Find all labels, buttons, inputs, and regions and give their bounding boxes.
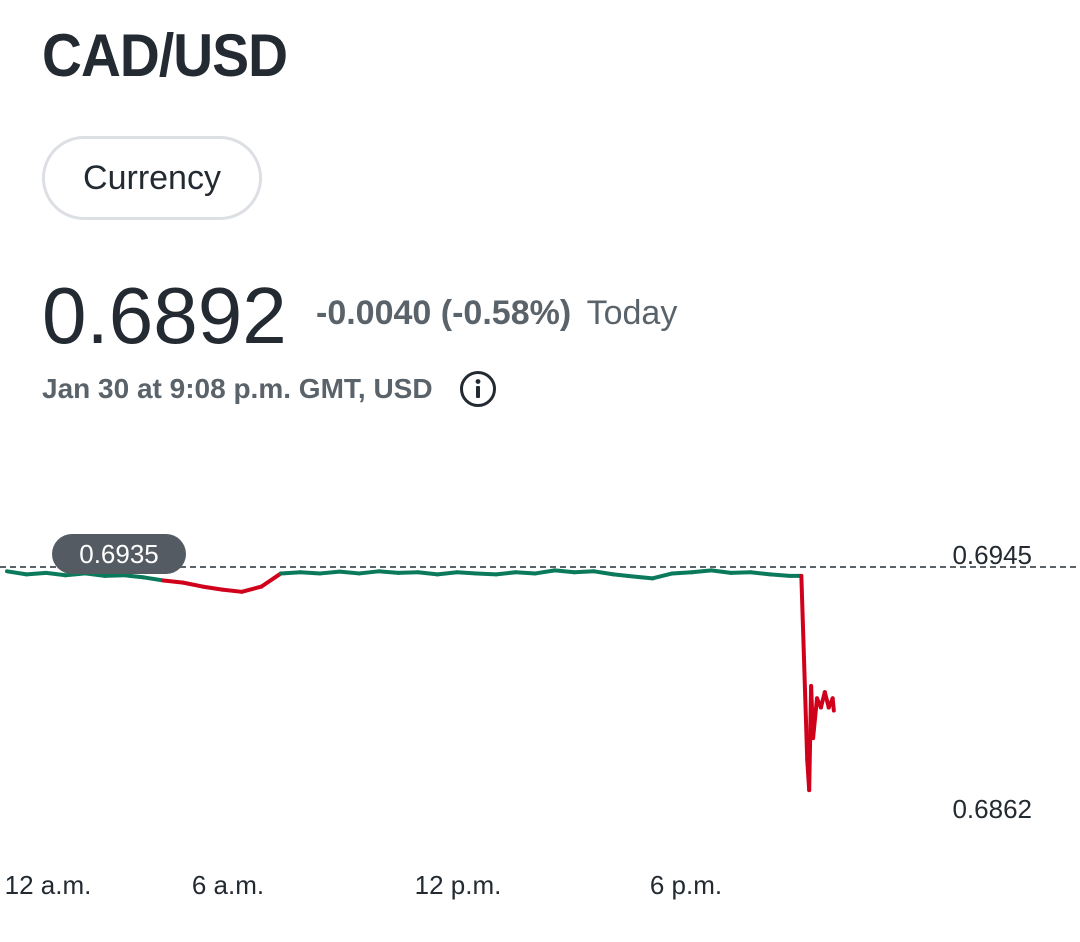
series-segment bbox=[298, 570, 323, 576]
previous-close-badge-bg bbox=[52, 534, 186, 574]
price-chart[interactable]: 0.6935 0.6945 0.6862 12 a.m. 6 a.m. 12 p.m.… bbox=[0, 430, 1080, 942]
series-segment bbox=[513, 570, 538, 576]
series-segment bbox=[24, 570, 49, 577]
series-segment bbox=[122, 573, 146, 580]
series-segment bbox=[533, 568, 557, 576]
series-segment bbox=[102, 573, 127, 578]
series-segment bbox=[494, 570, 518, 577]
price-change: -0.0040 (-0.58%) Today bbox=[316, 296, 677, 330]
symbol-title: CAD/USD bbox=[42, 22, 288, 89]
series-segment bbox=[259, 571, 283, 589]
series-segment bbox=[396, 570, 420, 575]
info-circle-icon[interactable] bbox=[459, 370, 497, 408]
series-segment bbox=[811, 696, 819, 741]
series-segment bbox=[161, 578, 186, 585]
series-segment bbox=[768, 572, 792, 578]
series-segment bbox=[650, 571, 675, 581]
series-segment bbox=[376, 569, 401, 575]
y-axis-ticks: 0.6945 0.6862 bbox=[952, 540, 1032, 824]
series-segment bbox=[357, 569, 381, 576]
series-segment bbox=[415, 570, 440, 577]
series-segment bbox=[200, 584, 225, 592]
change-percent: (-0.58%) bbox=[440, 294, 572, 332]
change-value: -0.0040 bbox=[316, 294, 432, 332]
y-tick-label: 0.6945 bbox=[952, 540, 1032, 570]
series-segment bbox=[709, 568, 733, 575]
series-segment bbox=[5, 569, 29, 577]
series-segment bbox=[141, 575, 166, 583]
series-segment bbox=[435, 570, 459, 577]
series-segment bbox=[670, 570, 694, 576]
category-chip-label: Currency bbox=[83, 158, 221, 197]
series-segment bbox=[728, 570, 753, 575]
series-segment bbox=[318, 569, 342, 576]
series-segment bbox=[799, 573, 810, 762]
quote-timestamp: Jan 30 at 9:08 p.m. GMT, USD bbox=[42, 373, 433, 404]
series-segment bbox=[572, 569, 596, 575]
series-segment bbox=[181, 580, 205, 589]
change-period: Today bbox=[586, 294, 678, 332]
series-segment bbox=[748, 570, 773, 577]
series-segment bbox=[631, 574, 655, 581]
series-segment bbox=[552, 568, 577, 575]
y-tick-label: 0.6862 bbox=[952, 794, 1032, 824]
previous-close-badge: 0.6935 bbox=[52, 534, 186, 574]
current-price: 0.6892 bbox=[42, 271, 287, 360]
series-segment bbox=[455, 570, 479, 576]
series-segment bbox=[278, 570, 303, 576]
series-segment bbox=[220, 587, 244, 594]
price-series bbox=[5, 568, 836, 793]
series-segment bbox=[591, 569, 616, 577]
series-segment bbox=[611, 572, 636, 579]
category-chip[interactable]: Currency bbox=[42, 136, 262, 220]
quote-timestamp-row: Jan 30 at 9:08 p.m. GMT, USD bbox=[42, 370, 497, 408]
series-segment bbox=[474, 571, 499, 577]
series-segment bbox=[830, 696, 836, 713]
series-segment bbox=[44, 570, 68, 578]
series-segment bbox=[337, 569, 362, 576]
series-segment bbox=[239, 584, 264, 594]
x-tick-label: 6 a.m. bbox=[192, 870, 264, 900]
previous-close-label: 0.6935 bbox=[79, 539, 159, 569]
series-segment bbox=[689, 568, 714, 575]
x-tick-label: 12 p.m. bbox=[415, 870, 502, 900]
x-tick-label: 6 p.m. bbox=[650, 870, 722, 900]
x-axis-ticks: 12 a.m. 6 a.m. 12 p.m. 6 p.m. bbox=[5, 870, 722, 900]
x-tick-label: 12 a.m. bbox=[5, 870, 92, 900]
